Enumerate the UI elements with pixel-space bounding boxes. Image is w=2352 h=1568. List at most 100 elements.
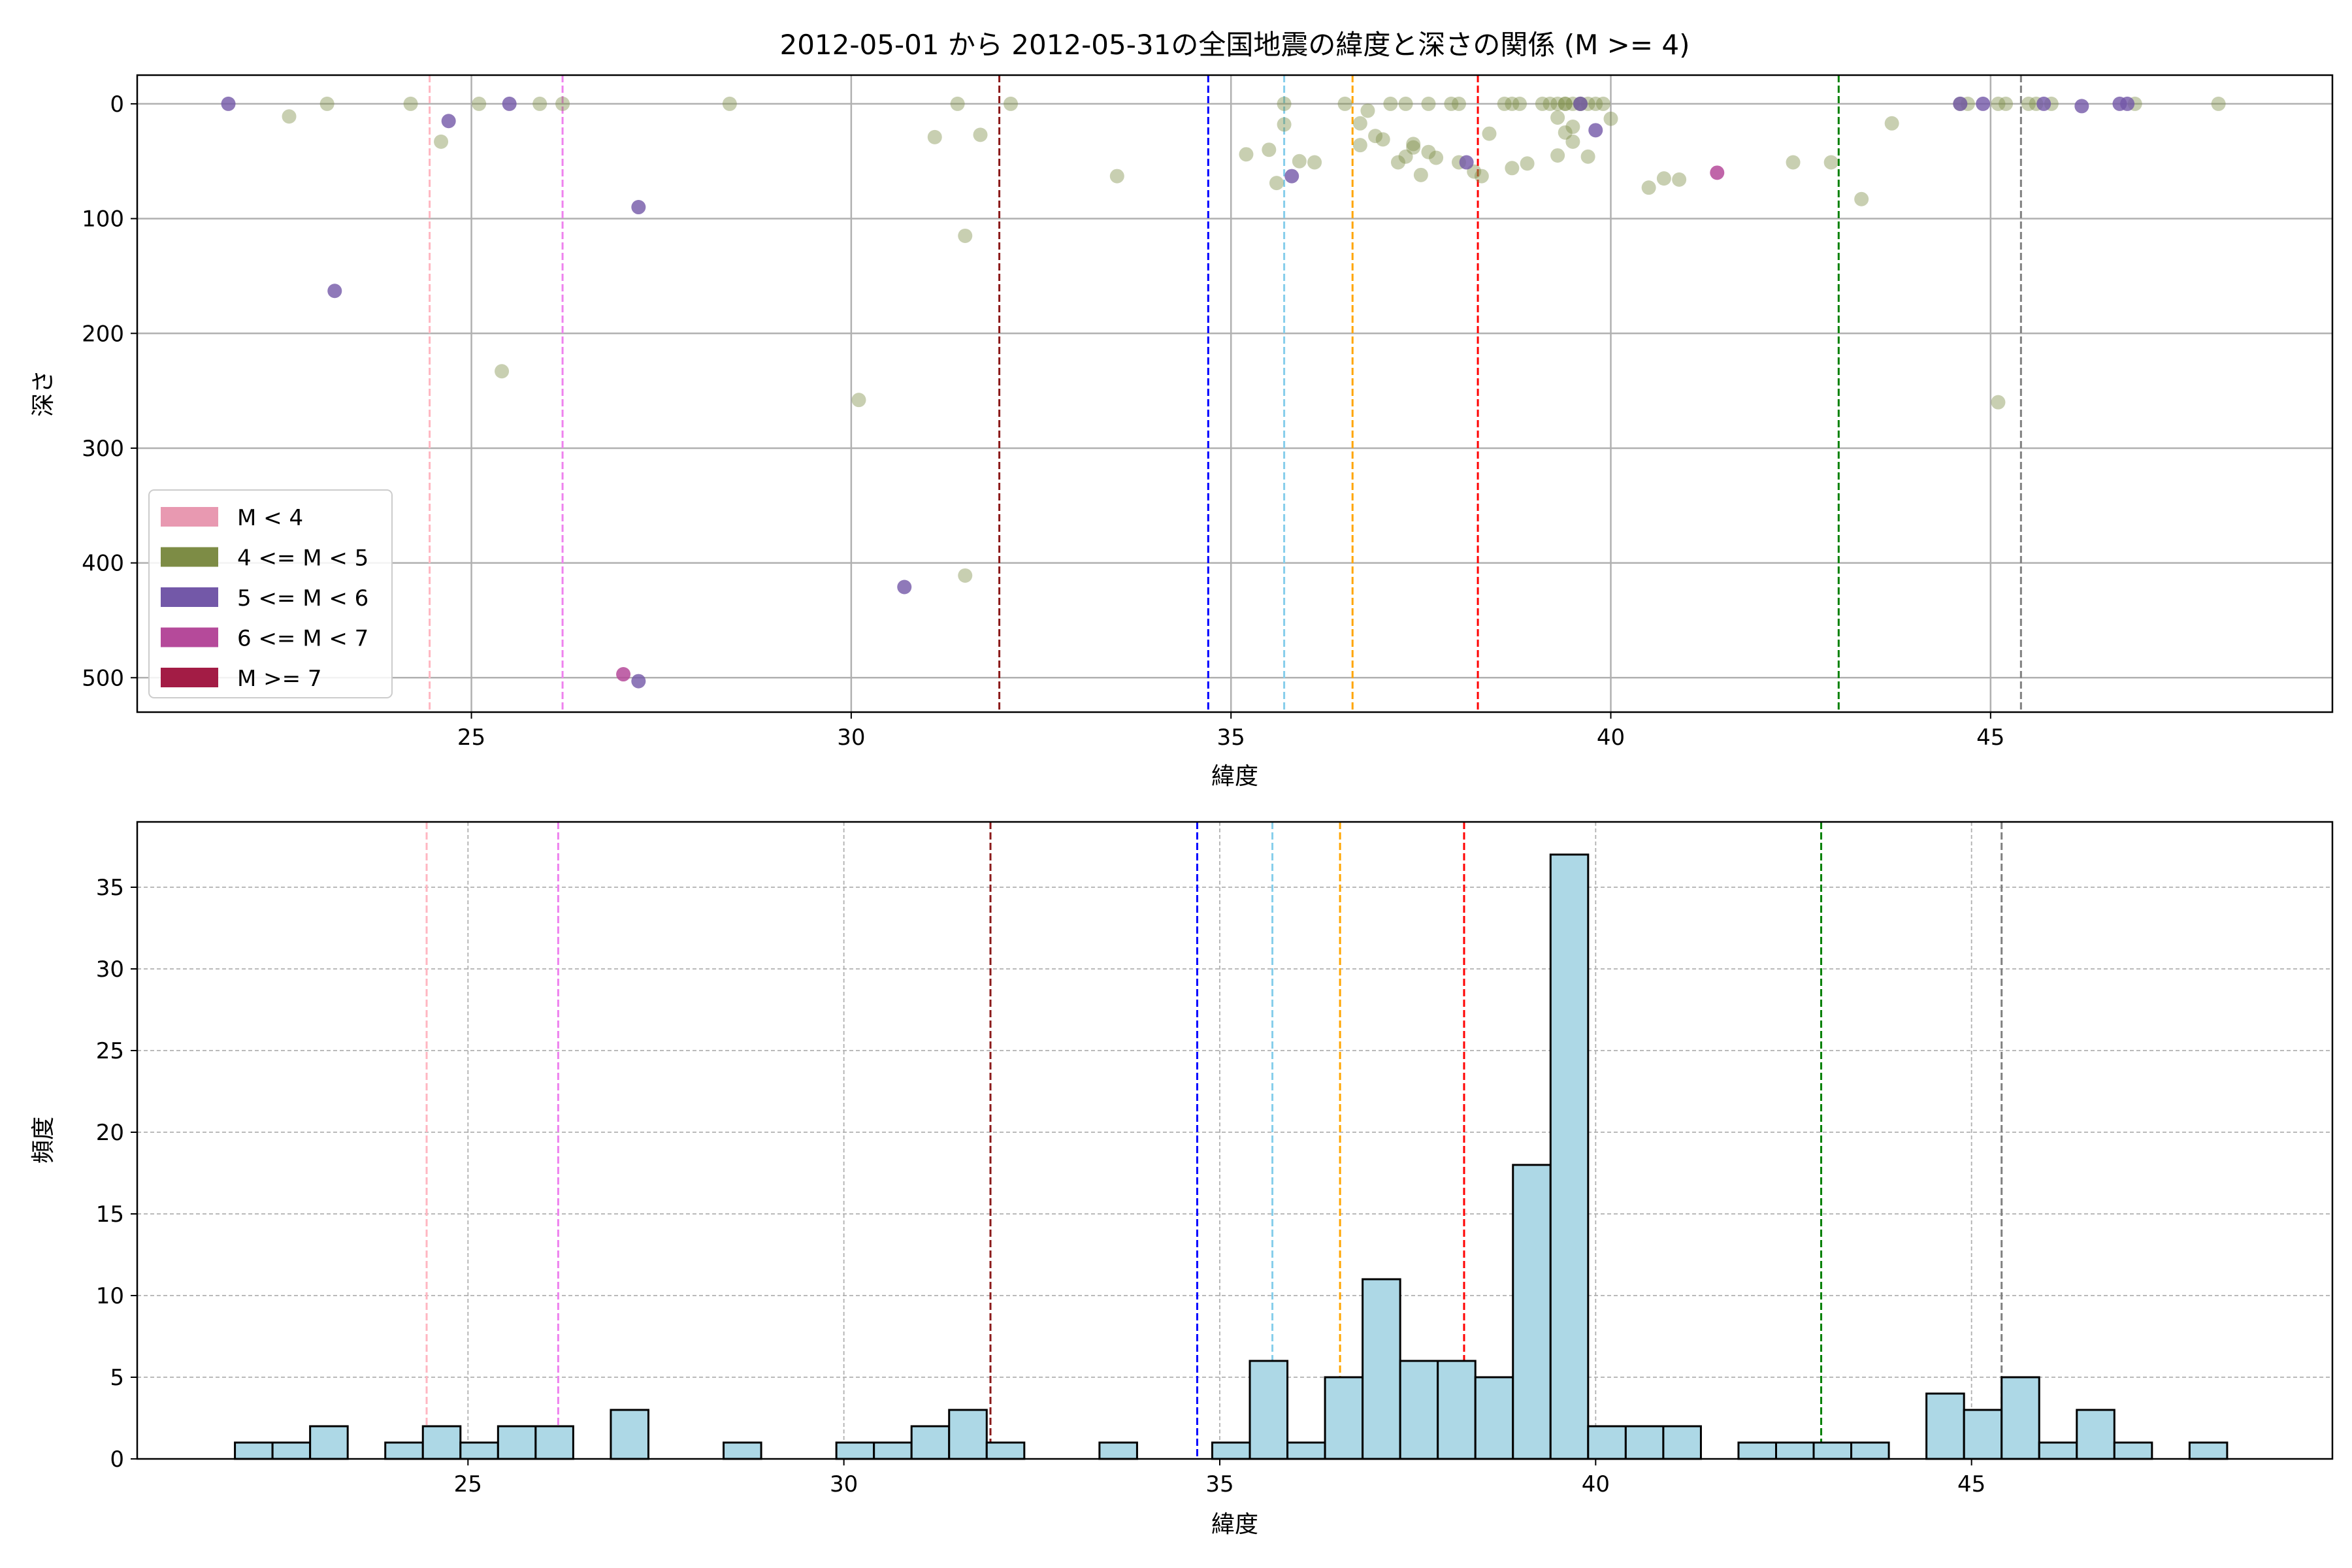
scatter-point	[958, 228, 973, 243]
scatter-point	[616, 667, 631, 682]
histogram-bar	[1850, 1441, 1890, 1460]
chart-title: 2012-05-01 から 2012-05-31の全国地震の緯度と深さの関係 (…	[779, 29, 1690, 61]
histogram-bar	[2001, 1376, 2040, 1460]
scatter-point	[1991, 96, 2006, 111]
histogram-y-tick-label: 25	[96, 1038, 124, 1064]
scatter-point	[1398, 149, 1413, 164]
scatter-x-tick-label: 40	[1597, 725, 1625, 751]
histogram-y-tick-label: 30	[96, 956, 124, 983]
scatter-point	[1520, 156, 1535, 171]
scatter-panel: 25 30 35 40 45 0 100 200 300 400 500 緯度 深さ M < 4 4 …	[30, 74, 2334, 790]
scatter-point	[1459, 155, 1474, 170]
histogram-plot-area	[137, 822, 2332, 1459]
histogram-bar	[1624, 1425, 1665, 1460]
histogram-bar	[1662, 1425, 1702, 1460]
scatter-point	[1383, 96, 1398, 111]
scatter-point	[1999, 96, 2014, 111]
scatter-point	[1451, 96, 1466, 111]
histogram-bar	[1437, 1360, 1477, 1460]
scatter-point	[1558, 96, 1573, 111]
histogram-bar	[1098, 1441, 1138, 1460]
scatter-point	[2211, 96, 2226, 111]
scatter-point	[327, 284, 342, 299]
histogram-bar	[421, 1425, 462, 1460]
histogram-bar	[271, 1441, 312, 1460]
scatter-point	[1505, 161, 1520, 176]
scatter-point	[1413, 167, 1428, 182]
legend-label: 6 <= M < 7	[237, 626, 368, 652]
histogram-y-tick-label: 20	[96, 1120, 124, 1146]
scatter-point	[631, 674, 646, 689]
scatter-point	[1109, 169, 1124, 184]
scatter-point	[1482, 126, 1497, 141]
legend-label: M >= 7	[237, 666, 322, 692]
scatter-y-tick-label: 200	[82, 321, 124, 347]
scatter-point	[1375, 132, 1390, 147]
scatter-point	[1558, 125, 1573, 140]
scatter-y-tick-label: 300	[82, 436, 124, 462]
scatter-point	[631, 200, 646, 215]
scatter-point	[555, 96, 570, 111]
scatter-ticks: 25 30 35 40 45 0 100 200 300 400 500	[82, 91, 2004, 751]
scatter-point	[441, 114, 456, 129]
scatter-point	[1277, 117, 1292, 132]
scatter-point	[1352, 138, 1367, 153]
scatter-point	[1406, 140, 1421, 155]
histogram-bar	[835, 1441, 875, 1460]
scatter-plot-area	[137, 75, 2332, 712]
scatter-point	[1360, 103, 1375, 118]
histogram-bar	[1737, 1441, 1777, 1460]
legend-swatch	[161, 587, 218, 607]
scatter-point	[1710, 165, 1725, 180]
histogram-bar	[2038, 1441, 2078, 1460]
histogram-x-tick-label: 25	[454, 1471, 482, 1497]
scatter-point	[1390, 155, 1405, 170]
scatter-point	[1550, 148, 1565, 163]
histogram-bar	[1211, 1441, 1251, 1460]
histogram-bar	[534, 1425, 574, 1460]
histogram-y-tick-label: 10	[96, 1283, 124, 1309]
scatter-point	[1337, 96, 1352, 111]
scatter-point	[1976, 96, 1991, 111]
legend-swatch	[161, 668, 218, 687]
scatter-x-tick-label: 35	[1217, 725, 1245, 751]
legend-swatch	[161, 547, 218, 567]
histogram-bar	[2188, 1441, 2229, 1460]
scatter-point	[1421, 96, 1436, 111]
scatter-point	[1352, 116, 1367, 131]
scatter-point	[1307, 155, 1322, 170]
histogram-frame	[136, 821, 2334, 1460]
scatter-point	[495, 364, 510, 379]
scatter-y-tick-label: 100	[82, 206, 124, 233]
scatter-point	[950, 96, 965, 111]
scatter-point	[1588, 96, 1603, 111]
legend-label: 4 <= M < 5	[237, 546, 368, 572]
scatter-point	[851, 393, 866, 408]
scatter-point	[1550, 110, 1565, 125]
scatter-point	[927, 129, 942, 144]
histogram-bar	[1587, 1425, 1627, 1460]
histogram-bar	[1512, 1164, 1552, 1460]
histogram-bar	[234, 1441, 274, 1460]
scatter-point	[1580, 149, 1595, 164]
scatter-point	[1262, 142, 1277, 157]
scatter-frame	[136, 74, 2334, 713]
histogram-bar	[1474, 1376, 1514, 1460]
histogram-y-axis-label: 頻度	[30, 1117, 57, 1164]
scatter-point	[1603, 111, 1618, 126]
histogram-bar	[1549, 853, 1590, 1460]
histogram-ticks: 25 30 35 40 45 0 5 10 15 20 25 30 35	[96, 875, 1986, 1497]
scatter-point	[1854, 191, 1869, 206]
scatter-point	[1421, 144, 1436, 159]
histogram-bar	[309, 1425, 349, 1460]
scatter-grid	[137, 75, 2332, 712]
histogram-y-tick-label: 35	[96, 875, 124, 901]
scatter-point	[722, 96, 737, 111]
scatter-point	[1512, 96, 1527, 111]
histogram-bar	[384, 1441, 424, 1460]
scatter-point	[1277, 96, 1292, 111]
scatter-point	[1565, 120, 1580, 135]
histogram-y-tick-label: 15	[96, 1201, 124, 1228]
scatter-point	[434, 134, 449, 149]
